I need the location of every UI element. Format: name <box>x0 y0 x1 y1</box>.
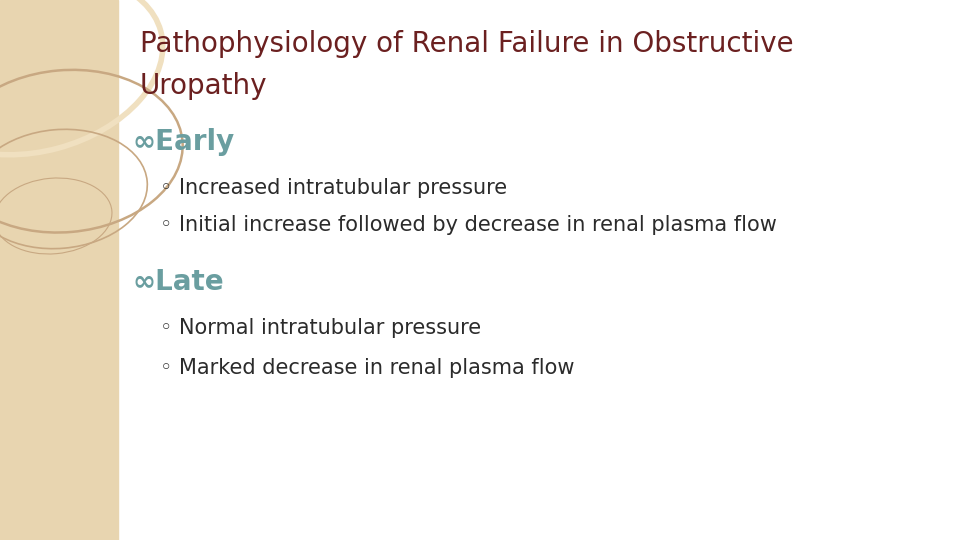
Text: ◦ Normal intratubular pressure: ◦ Normal intratubular pressure <box>160 318 481 338</box>
Bar <box>0 0 118 540</box>
Text: ◦ Increased intratubular pressure: ◦ Increased intratubular pressure <box>160 178 507 198</box>
Text: Pathophysiology of Renal Failure in Obstructive: Pathophysiology of Renal Failure in Obst… <box>140 30 794 58</box>
Text: ∞Early: ∞Early <box>132 128 234 156</box>
Text: Uropathy: Uropathy <box>140 72 268 100</box>
Text: ◦ Initial increase followed by decrease in renal plasma flow: ◦ Initial increase followed by decrease … <box>160 215 777 235</box>
Text: ∞Late: ∞Late <box>132 268 224 296</box>
Text: ◦ Marked decrease in renal plasma flow: ◦ Marked decrease in renal plasma flow <box>160 358 574 378</box>
